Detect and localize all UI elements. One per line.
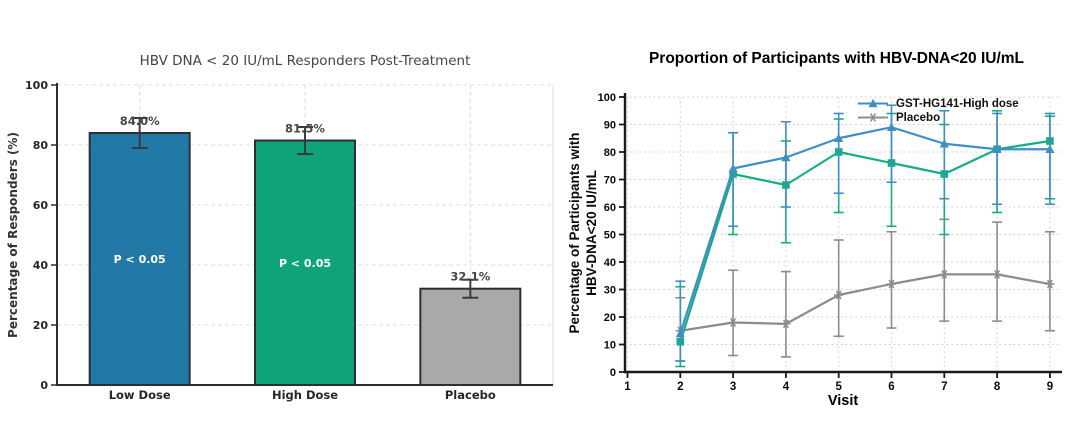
- y-tick-label: 50: [604, 229, 616, 241]
- x-tick-label: Low Dose: [109, 388, 171, 402]
- bar-chart-title: HBV DNA < 20 IU/mL Responders Post-Treat…: [139, 53, 471, 69]
- y-tick-label: 40: [604, 257, 616, 269]
- line-chart-legend: GST-HG141-High dose Placebo: [856, 97, 1019, 124]
- series-placebo-marker: [1046, 279, 1053, 289]
- series-placebo-marker: [941, 270, 948, 279]
- line-chart-xlabel: Visit: [827, 393, 859, 409]
- x-tick-label: 6: [888, 381, 894, 393]
- series-green-line: [679, 139, 1051, 343]
- y-tick-label: 0: [610, 367, 616, 379]
- x-tick-label: 2: [677, 381, 683, 393]
- bar-value-label: 81.5%: [285, 122, 325, 136]
- y-tick-label: 100: [598, 92, 616, 104]
- series-gst-hg141-high-dose-line: [679, 126, 1050, 334]
- y-tick-label: 80: [33, 139, 49, 152]
- legend-marker-shape: [868, 98, 878, 108]
- series-placebo-marker: [888, 279, 895, 289]
- x-tick-label: 4: [783, 381, 790, 393]
- y-tick-label: 60: [33, 199, 49, 212]
- y-tick-label: 100: [25, 79, 48, 92]
- legend-marker-placebo-icon: [858, 113, 888, 122]
- x-tick-label: 9: [1047, 381, 1053, 393]
- series-gst-hg141-high-dose-marker: [886, 122, 897, 132]
- legend-label-placebo: Placebo: [896, 111, 941, 124]
- y-tick-label: 60: [604, 202, 616, 214]
- bar-annotation: P < 0.05: [114, 253, 166, 266]
- bar-annotation: P < 0.05: [279, 257, 331, 270]
- bar-value-label: 32.1%: [450, 270, 490, 284]
- legend-label-high-dose: GST-HG141-High dose: [896, 97, 1019, 110]
- series-placebo-marker: [835, 290, 842, 300]
- series-gst-hg141-high-dose-marker: [834, 133, 844, 143]
- line-chart-title: Proportion of Participants with HBV-DNA<…: [648, 50, 1025, 67]
- y-tick-label: 90: [604, 119, 616, 131]
- legend-marker-high-dose-icon: [858, 98, 888, 108]
- x-tick-label: 5: [835, 381, 842, 393]
- series-gst-hg141-high-dose-marker: [728, 163, 738, 173]
- series-placebo-line: [680, 273, 1051, 332]
- legend-item-placebo: Placebo: [856, 111, 1019, 124]
- x-tick-label: 7: [941, 381, 947, 393]
- series-gst-hg141-high-dose-marker: [1045, 144, 1055, 154]
- line-chart-plot: 0 10 20 30 40 50 60 70 80 90 100 1 2 3 4 5 6 7 8 9: [598, 92, 1062, 393]
- y-tick-label: 10: [604, 339, 616, 351]
- series-placebo-marker: [782, 319, 789, 329]
- series-gst-hg141-high-dose-marker: [992, 144, 1002, 154]
- bar-low-dose: [88, 132, 191, 386]
- x-tick-label: 1: [624, 381, 631, 393]
- y-tick-label: 0: [40, 379, 48, 392]
- x-tick-label: 8: [994, 381, 1001, 393]
- series-gst-hg141-high-dose-marker: [939, 139, 949, 148]
- bar-chart-plot: 84.0% P < 0.05 Low Dose 81.5% P < 0.05 High D…: [25, 79, 554, 402]
- x-tick-label: Placebo: [445, 388, 496, 402]
- y-tick-label: 20: [33, 319, 49, 332]
- y-tick-label: 30: [604, 284, 616, 296]
- series-gst-hg141-high-dose-marker: [781, 152, 791, 162]
- series-gst-hg141-high-dose-marker: [675, 328, 685, 338]
- series-placebo-marker: [994, 270, 1001, 279]
- y-tick-label: 70: [604, 174, 616, 186]
- y-tick-label: 40: [33, 259, 49, 272]
- legend-marker-shape: [870, 113, 876, 122]
- bar-placebo: [419, 287, 522, 387]
- series-placebo-marker: [730, 318, 737, 327]
- bar-high-dose: [254, 139, 356, 386]
- y-tick-label: 20: [604, 312, 616, 324]
- x-tick-label: High Dose: [272, 388, 338, 402]
- legend-item-gst-hg141-high-dose: GST-HG141-High dose: [856, 97, 1019, 110]
- bar-value-label: 84.0%: [120, 114, 160, 128]
- x-tick-label: 3: [730, 381, 736, 393]
- y-tick-label: 80: [604, 147, 616, 159]
